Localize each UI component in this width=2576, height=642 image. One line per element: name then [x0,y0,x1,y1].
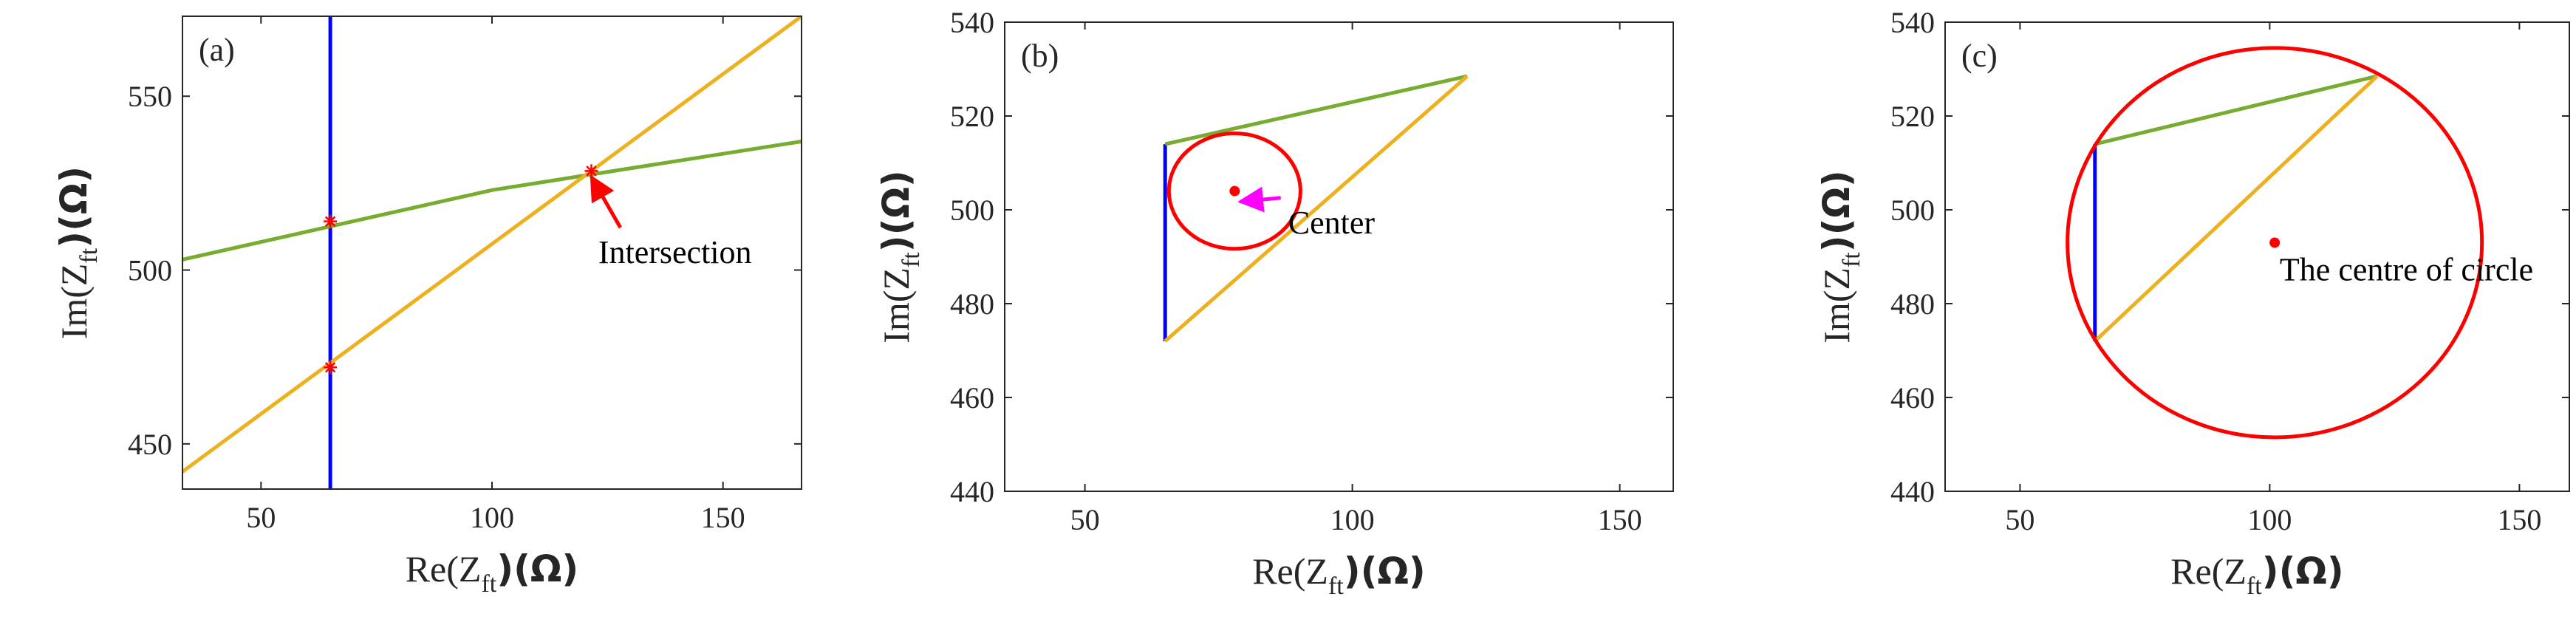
panel-c-y-axis-label-tail: )(Ω) [1815,170,1858,252]
panel-c-green-line [2095,76,2377,144]
panel-a-x-axis-label: Re(Zft)(Ω) [406,547,579,598]
panel-c-orange-line [2095,76,2377,341]
panel-c-y-tick-label: 520 [1890,100,1935,133]
panel-a-intersection-marker-2 [584,164,598,177]
panel-b-y-tick-label: 540 [950,6,994,39]
panel-a-x-axis-label-base: Re(Z [406,548,482,590]
panel-b-x-tick-label: 50 [1070,503,1100,536]
panel-c-panel-label: (c) [1961,38,1998,74]
panel-b-y-tick-label: 460 [950,381,994,414]
panel-a-y-axis-label-sub: ft [75,247,103,263]
panel-c: 50 100 150440460480500520540Re(Zft)(Ω)Im(Z… [1815,6,2569,600]
panel-b-y-axis-label-sub: ft [898,252,925,267]
panel-b-y-axis-label-base: Im(Z [875,267,917,344]
panel-b-x-tick-label: 150 [1598,503,1642,536]
panel-b-x-axis-label-sub: ft [1328,573,1344,600]
panel-b-axes-box [1005,22,1673,491]
panel-b-y-axis-label: Im(Zft)(Ω) [875,170,925,344]
panel-b-x-axis-label-tail: )(Ω) [1344,550,1426,593]
panel-a-x-tick-label: 150 [701,501,745,534]
panel-a-y-axis-label: Im(Zft)(Ω) [52,166,103,340]
panel-a-x-tick-label: 100 [470,501,514,534]
panel-c-x-tick-label: 150 [2497,503,2541,536]
panel-b-panel-label: (b) [1021,38,1059,74]
panel-b-y-axis-label-tail: )(Ω) [875,170,918,252]
panel-b-x-axis-label: Re(Zft)(Ω) [1252,550,1426,600]
panel-a-y-tick-label: 550 [128,80,172,113]
panel-c-y-tick-label: 540 [1890,6,1935,39]
panel-a-annotation-arrow-0 [591,177,620,228]
panel-c-y-tick-label: 460 [1890,381,1935,414]
panel-c-y-axis-label: Im(Zft)(Ω) [1815,170,1865,344]
panel-a-annotation-text-0: Intersection [598,234,752,270]
panel-c-y-axis-label-sub: ft [1838,252,1865,267]
panel-b-y-tick-label: 520 [950,100,994,133]
panel-a-x-axis-label-sub: ft [481,570,496,598]
panel-a-y-tick-label: 500 [128,254,172,287]
panel-b-y-tick-label: 440 [950,475,994,508]
panel-b: 50 100 150440460480500520540Re(Zft)(Ω)Im(Z… [875,6,1673,600]
panel-c-x-axis-label-tail: )(Ω) [2262,550,2344,593]
panel-c-y-tick-label: 500 [1890,194,1935,227]
panel-c-x-axis-label: Re(Zft)(Ω) [2170,550,2344,600]
panel-a-panel-label: (a) [199,32,235,68]
panel-c-x-axis-label-base: Re(Z [2170,550,2247,592]
panel-c-x-axis-label-sub: ft [2247,573,2262,600]
panel-a-y-axis-label-base: Im(Z [53,264,95,340]
panel-b-x-axis-label-base: Re(Z [1252,550,1328,592]
panel-c-center-point [2269,237,2280,247]
panel-a-intersection-marker-0 [324,215,337,228]
panel-a-x-axis-label-tail: )(Ω) [496,547,578,590]
panel-c-x-tick-label: 50 [2005,503,2035,536]
panel-b-annotation-arrow-0 [1240,198,1281,202]
panel-c-y-tick-label: 480 [1890,287,1935,321]
panel-b-green-line [1165,76,1467,144]
panel-b-y-tick-label: 480 [950,287,994,321]
panel-a-x-tick-label: 50 [246,501,276,534]
panel-c-x-tick-label: 100 [2247,503,2292,536]
panel-b-x-tick-label: 100 [1330,503,1375,536]
panel-b-annotation-text-0: Center [1288,205,1376,241]
panel-c-y-tick-label: 440 [1890,475,1935,508]
panel-c-y-axis-label-base: Im(Z [1816,267,1857,344]
panel-c-data [2068,48,2482,437]
panel-a-intersection-marker-1 [324,361,337,374]
panel-b-y-tick-label: 500 [950,194,994,227]
panel-a-y-axis-label-tail: )(Ω) [52,166,95,248]
panel-b-center-point [1229,186,1240,197]
panel-c-annotation-text-0: The centre of circle [2280,251,2533,287]
panel-a: 50 100 150450500550Re(Zft)(Ω)Im(Zft)(Ω)(a)… [52,16,802,598]
panel-a-y-tick-label: 450 [128,428,172,461]
